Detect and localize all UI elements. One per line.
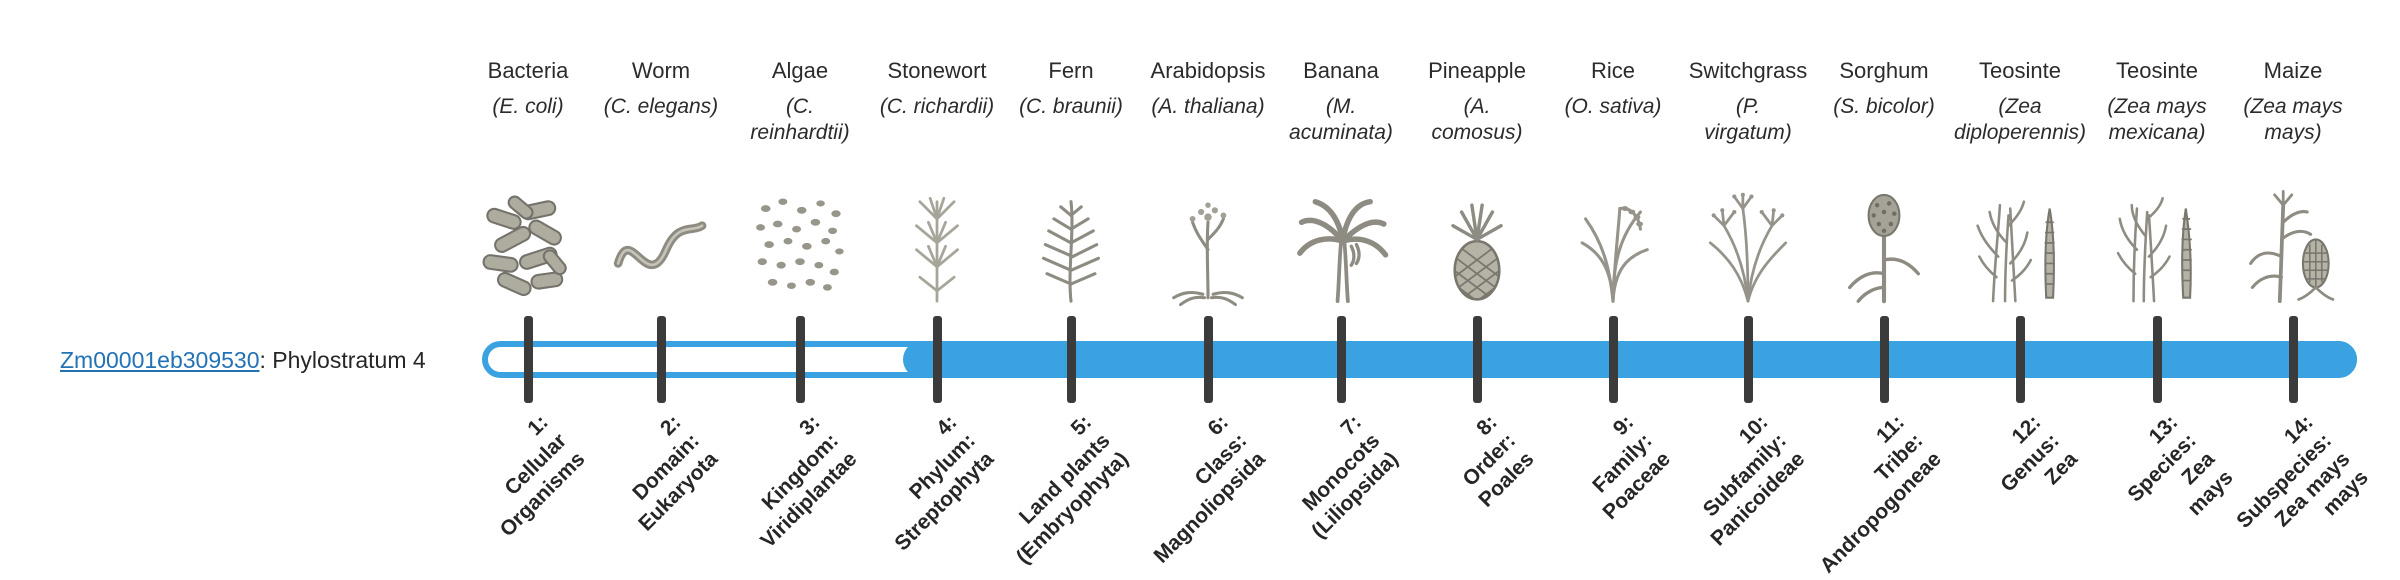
phylostratum-tick-6 (1203, 316, 1213, 403)
phylostratum-axis-label-6: 6: Class: Magnoliopsida (1149, 410, 1270, 568)
taxon-scientific-name: (S. bicolor) (1833, 95, 1935, 118)
phylostratum-tick-12 (2015, 316, 2025, 403)
taxon-scientific-name: (C. elegans) (603, 95, 719, 118)
taxon-common-name: Maize (2263, 58, 2323, 83)
algae-icon (710, 158, 890, 308)
taxon-scientific-name: (C. braunii) (1019, 95, 1123, 118)
taxon-column: Stonewort (C. richardii) (847, 58, 1027, 303)
taxon-column: Teosinte (Zea diploperennis) (1930, 58, 2110, 303)
taxon-scientific-name: (Zea mays mays) (2243, 95, 2343, 145)
phylostratum-tick-4 (932, 316, 942, 403)
taxon-column: Algae (C. reinhardtii) (710, 58, 890, 291)
taxon-common-name: Algae (771, 58, 829, 83)
taxon-column: Rice (O. sativa) (1523, 58, 1703, 303)
taxon-scientific-name: (C. reinhardtii) (750, 95, 850, 145)
teosinte-mexicana-icon (2067, 158, 2247, 308)
taxon-common-name: Bacteria (487, 58, 569, 83)
taxon-common-name: Teosinte (1979, 58, 2061, 83)
phylostratum-axis-label-7: 7: Monocots (Liliopsida) (1297, 410, 1403, 543)
taxon-common-name: Rice (1590, 58, 1635, 83)
phylostratum-axis-label-14: 14: Subspecies: Zea mays mays (2232, 410, 2374, 533)
phylostratum-tick-10 (1743, 316, 1753, 403)
phylostratum-tick-8 (1472, 316, 1482, 403)
taxon-column: Worm (C. elegans) (571, 58, 751, 270)
phylostratum-tick-9 (1608, 316, 1618, 403)
taxon-scientific-name: (O. sativa) (1564, 95, 1662, 118)
taxon-column: Teosinte (Zea mays mexicana) (2067, 58, 2247, 303)
taxon-scientific-name: (E. coli) (492, 95, 564, 118)
taxon-column: Switchgrass (P. virgatum) (1658, 58, 1838, 303)
gene-link[interactable]: Zm00001eb309530 (60, 347, 260, 373)
taxon-column: Pineapple (A. comosus) (1387, 58, 1567, 301)
taxon-column: Fern (C. braunii) (981, 58, 1161, 303)
phylostratum-axis-label-5: 5: Land plants (Embryophyta) (1011, 410, 1133, 569)
arabidopsis-icon (1118, 158, 1298, 308)
phylostratum-tick-13 (2152, 316, 2162, 403)
taxon-scientific-name: (P. virgatum) (1704, 95, 1792, 145)
fern-icon (981, 158, 1161, 308)
taxon-column: Maize (Zea mays mays) (2203, 58, 2383, 304)
phylostratum-axis-label-4: 4: Phylum: Streptophyta (890, 410, 999, 556)
pineapple-icon (1387, 158, 1567, 308)
phylostratum-tick-5 (1066, 316, 1076, 403)
phylostratum-axis-label-8: 8: Order: Poales (1458, 410, 1539, 512)
switchgrass-icon (1658, 158, 1838, 308)
phylostratum-tick-11 (1879, 316, 1889, 403)
taxon-scientific-name: (A. thaliana) (1151, 95, 1265, 118)
banana-icon (1251, 158, 1431, 308)
taxon-common-name: Worm (631, 58, 691, 83)
maize-icon (2203, 158, 2383, 308)
phylostrata-filled-range (903, 341, 2357, 378)
phylostratum-tick-7 (1336, 316, 1346, 403)
phylostratum-tick-2 (656, 316, 666, 403)
worm-icon (571, 158, 751, 308)
taxon-common-name: Arabidopsis (1150, 58, 1266, 83)
phylostratum-tick-14 (2288, 316, 2298, 403)
stonewort-icon (847, 158, 1027, 308)
phylostratum-assignment-text: : Phylostratum 4 (259, 347, 426, 373)
phylostratum-axis-label-9: 9: Family: Poaceae (1588, 410, 1675, 525)
rice-icon (1523, 158, 1703, 308)
taxon-scientific-name: (Zea mays mexicana) (2107, 95, 2207, 145)
phylostratum-axis-label-12: 12: Genus: Zea (1995, 410, 2082, 497)
phylostratum-axis-label-3: 3: Kingdom: Viridiplantae (756, 410, 862, 553)
taxon-column: Banana (M. acuminata) (1251, 58, 1431, 304)
taxon-scientific-name: (Zea diploperennis) (1954, 95, 2086, 145)
taxon-common-name: Fern (1048, 58, 1094, 83)
taxon-column: Arabidopsis (A. thaliana) (1118, 58, 1298, 307)
phylostratum-axis-label-1: 1: Cellular Organisms (495, 410, 590, 542)
taxon-scientific-name: (A. comosus) (1431, 95, 1523, 145)
taxon-scientific-name: (C. richardii) (879, 95, 995, 118)
taxon-common-name: Banana (1303, 58, 1379, 83)
taxon-column: Bacteria (E. coli) (438, 58, 618, 297)
phylostratum-axis-label-13: 13: Species: Zea mays (2123, 410, 2238, 521)
phylostratum-tick-3 (795, 316, 805, 403)
sorghum-icon (1794, 158, 1974, 308)
phylostratum-tick-1 (523, 316, 533, 403)
teosinte-diploperennis-icon (1930, 158, 2110, 308)
taxon-common-name: Switchgrass (1688, 58, 1808, 83)
taxon-scientific-name: (M. acuminata) (1289, 95, 1393, 145)
taxon-column: Sorghum (S. bicolor) (1794, 58, 1974, 304)
taxon-common-name: Stonewort (887, 58, 987, 83)
taxon-common-name: Teosinte (2116, 58, 2198, 83)
phylostratum-axis-label-2: 2: Domain: Eukaryota (628, 410, 723, 536)
taxon-common-name: Sorghum (1839, 58, 1929, 83)
bacteria-icon (438, 158, 618, 308)
taxon-common-name: Pineapple (1428, 58, 1526, 83)
phylostratum-axis-label-11: 11: Tribe: Andropogoneae (1815, 410, 1946, 578)
gene-phylostratum-caption: Zm00001eb309530: Phylostratum 4 (60, 345, 426, 375)
